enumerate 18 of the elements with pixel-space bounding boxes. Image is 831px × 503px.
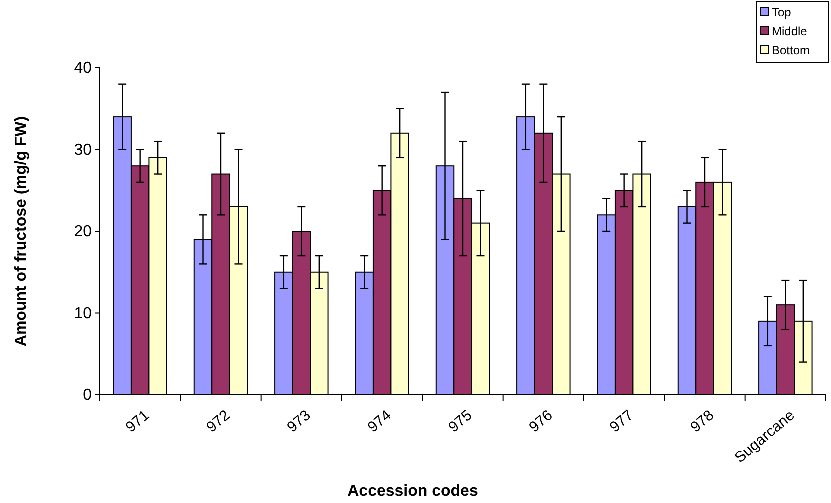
x-tick-label: 974 bbox=[364, 407, 395, 436]
x-axis-title: Accession codes bbox=[348, 483, 478, 500]
y-tick-label: 30 bbox=[74, 142, 92, 159]
y-tick-label: 10 bbox=[74, 305, 92, 322]
x-tick-label: 977 bbox=[606, 407, 637, 436]
legend-label: Top bbox=[772, 6, 792, 20]
y-tick-label: 40 bbox=[74, 60, 92, 78]
y-tick-label: 0 bbox=[83, 387, 92, 404]
x-tick-label: 971 bbox=[122, 407, 153, 436]
legend-label: Middle bbox=[772, 24, 808, 38]
x-tick-label: 976 bbox=[526, 407, 556, 436]
x-tick-label: 978 bbox=[687, 407, 718, 436]
y-tick-label: 20 bbox=[74, 224, 92, 241]
x-tick-label: 972 bbox=[203, 407, 234, 436]
y-axis-title: Amount of fructose (mg/g FW) bbox=[13, 116, 30, 347]
legend-label: Bottom bbox=[772, 44, 810, 58]
x-tick-label: 975 bbox=[445, 407, 476, 436]
x-tick-label: 973 bbox=[284, 407, 314, 436]
